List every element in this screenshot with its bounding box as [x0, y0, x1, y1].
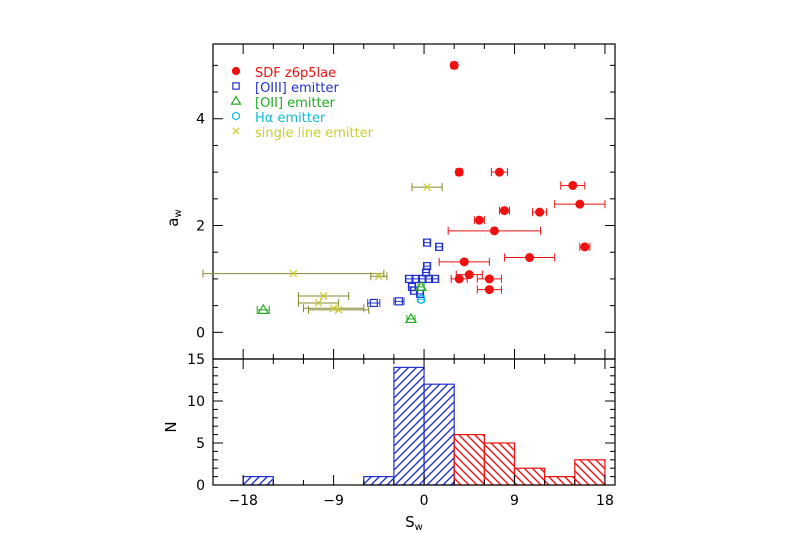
histogram-bar [544, 476, 576, 486]
data-point [580, 242, 590, 252]
data-point [374, 272, 383, 281]
x-axis-label: Sw [405, 513, 423, 533]
histogram-bars [242, 366, 606, 486]
ytick-label: 10 [187, 394, 205, 410]
data-point [329, 304, 338, 313]
legend-label: single line emitter [255, 126, 374, 141]
error-bar [256, 305, 270, 314]
xtick-label: −9 [323, 493, 344, 509]
data-point [474, 215, 484, 225]
scatter-panel: 0 2 4 SDF z6p5lae[OIII] emitter[OII] emitt… [164, 43, 616, 360]
data-point [454, 274, 464, 284]
legend-marker [232, 127, 240, 135]
data-point [449, 60, 459, 70]
histogram-bar [393, 366, 425, 486]
data-point [459, 257, 469, 267]
data-point [431, 274, 440, 284]
data-point [494, 167, 504, 177]
legend: SDF z6p5lae[OIII] emitter[OII] emitterHα… [230, 66, 374, 141]
data-point [535, 207, 545, 217]
legend-label: [OII] emitter [255, 96, 336, 111]
ytick-label: 0 [196, 325, 205, 341]
histogram-bar [423, 383, 455, 486]
xtick-label: 9 [510, 493, 519, 509]
data-point [424, 274, 434, 284]
data-point [411, 274, 421, 284]
data-point [499, 206, 509, 216]
legend-marker [232, 111, 240, 121]
legend-label: SDF z6p5lae [255, 66, 336, 81]
histogram-xtick-labels: −18 −9 0 9 18 [228, 493, 613, 509]
histogram-bar [574, 459, 606, 486]
data-point [435, 242, 444, 251]
histogram-ytick-labels: 0 5 10 15 [187, 352, 205, 494]
histogram-bar [242, 476, 274, 486]
data-point [319, 292, 328, 300]
scatter-axis-ticks [212, 44, 615, 360]
legend-label: [OIII] emitter [255, 81, 339, 96]
histogram-bar [483, 442, 516, 486]
data-point [568, 180, 578, 190]
data-point [454, 167, 464, 177]
histogram-y-axis-label: N [162, 421, 180, 432]
data-point [525, 253, 535, 263]
histogram-bar [513, 467, 546, 486]
scatter-ytick-labels: 0 2 4 [196, 112, 205, 342]
data-point [414, 280, 428, 292]
data-point [416, 294, 426, 305]
ytick-label: 15 [187, 352, 205, 368]
data-point [334, 305, 343, 314]
data-point [369, 298, 378, 308]
error-bar [405, 274, 413, 283]
error-bar [435, 242, 443, 251]
legend-marker [230, 95, 242, 105]
ytick-label: 4 [196, 112, 205, 128]
error-bar [423, 238, 431, 247]
scatter-y-axis-label: aw [164, 209, 184, 226]
data-point [394, 297, 404, 306]
ytick-label: 2 [196, 219, 205, 235]
ytick-label: 0 [196, 478, 205, 494]
data-point [489, 226, 499, 236]
data-point [484, 274, 494, 284]
data-point [422, 238, 432, 247]
data-point [257, 303, 270, 314]
scatter-points [257, 60, 590, 324]
error-bar [417, 282, 425, 291]
data-point [575, 199, 585, 209]
legend-label: Hα emitter [255, 111, 326, 126]
ytick-label: 5 [196, 436, 205, 452]
histogram-plot-frame [212, 358, 616, 486]
xtick-label: 0 [420, 493, 429, 509]
error-bar [367, 298, 381, 307]
xtick-label: −18 [228, 493, 258, 509]
legend-marker [231, 66, 241, 76]
data-point [289, 269, 298, 278]
data-point [484, 285, 494, 295]
histogram-bar [453, 434, 485, 486]
xtick-label: 18 [596, 493, 614, 509]
data-point [423, 183, 432, 192]
data-point [314, 298, 323, 307]
legend-marker [232, 82, 240, 90]
histogram-axis-ticks [212, 358, 615, 486]
histogram-panel: 0 5 10 15 −18 −9 0 9 18 N Sw [162, 352, 616, 533]
data-point [464, 270, 474, 280]
data-point [404, 312, 418, 324]
histogram-bar [363, 476, 395, 486]
